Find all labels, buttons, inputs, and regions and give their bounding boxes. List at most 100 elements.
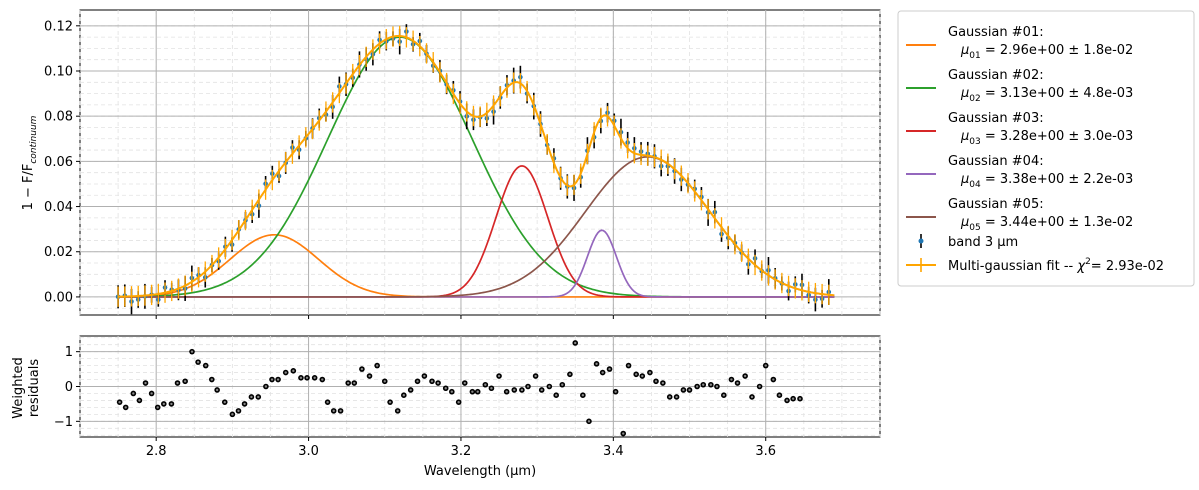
residual-point-center [484, 383, 487, 386]
residuals-plot: −1 0 1 2.8 3.0 3.2 3.4 3.6 Weighted residuals W… [11, 335, 881, 479]
residual-point-center [299, 376, 303, 379]
residual-point-center [292, 369, 295, 373]
y-tick-label: 0.12 [44, 19, 73, 34]
residual-point-center [561, 383, 564, 386]
legend-label-gaussian-05: Gaussian #05: [948, 197, 1044, 212]
residual-point-center [210, 378, 214, 381]
y-tick-label: 0.02 [44, 245, 73, 260]
legend-mu-index: 05 [969, 223, 980, 233]
residual-point-center [608, 367, 611, 371]
residual-point-center [176, 381, 179, 385]
residual-point-center [722, 394, 726, 397]
residual-point-center [444, 387, 447, 390]
residual-point-center [574, 341, 577, 345]
x-axis-label: Wavelength (μm) [424, 464, 536, 479]
residual-point-center [772, 378, 775, 381]
residual-point-center [305, 376, 309, 379]
legend-mu-gaussian-03: μ03 = 3.28e+00 ± 3.0e-03 [960, 129, 1133, 147]
residual-point-center [284, 371, 287, 374]
legend-fit-chi: χ [1076, 259, 1086, 274]
legend-mu-value: = 3.13e+00 ± 4.8e-03 [981, 86, 1134, 101]
residual-point-center [520, 388, 524, 392]
residual-point-center [634, 373, 638, 376]
y-tick-label: 0.04 [44, 200, 73, 215]
legend-mu-symbol: μ [960, 215, 969, 230]
residual-point-center [196, 360, 200, 364]
residual-point-center [490, 387, 493, 390]
x-tick-label: 3.4 [603, 444, 624, 459]
residual-point-center [668, 395, 671, 399]
residual-point-center [641, 374, 644, 378]
residual-point-center [675, 395, 678, 399]
residual-point-center [402, 394, 406, 397]
residual-point-center [505, 390, 508, 393]
legend-mu-symbol: μ [960, 43, 969, 58]
residual-point-center [436, 381, 440, 385]
residual-point-center [326, 400, 329, 404]
residual-point-center [383, 380, 386, 383]
residual-point-center [654, 380, 658, 383]
residual-point-center [457, 400, 460, 404]
residual-point-center [321, 378, 324, 381]
fit-line [118, 34, 835, 298]
residual-point-center [661, 381, 665, 385]
residual-point-center [450, 390, 454, 393]
residual-point-center [170, 402, 173, 406]
residual-point-center [463, 381, 466, 385]
legend-mu-gaussian-01: μ01 = 2.96e+00 ± 1.8e-02 [960, 43, 1133, 61]
residual-point-center [581, 394, 585, 397]
y-tick-label: 1 [65, 345, 73, 360]
residuals-plot-ticks: −1 0 1 2.8 3.0 3.2 3.4 3.6 [54, 345, 776, 459]
residual-point-center [540, 388, 543, 392]
residual-point-center [736, 381, 739, 385]
legend-mu-value: = 3.44e+00 ± 1.3e-02 [981, 215, 1134, 230]
residual-point-center [471, 390, 474, 393]
residual-point-center [778, 394, 781, 397]
x-tick-label: 3.0 [298, 444, 319, 459]
x-tick-label: 3.6 [755, 444, 776, 459]
residual-point-center [622, 432, 625, 435]
residual-point-center [627, 364, 630, 367]
residual-point-center [243, 402, 246, 406]
legend-fit-value: = 2.93e-02 [1091, 259, 1164, 274]
y-tick-label: −1 [54, 415, 73, 430]
y-tick-label: 0.00 [44, 290, 73, 305]
residual-point-center [534, 374, 537, 378]
residual-point-center [513, 388, 516, 392]
y-tick-label: 0.08 [44, 110, 73, 125]
residual-point-center [388, 400, 392, 404]
legend-mu-symbol: μ [960, 172, 969, 187]
residual-point-center [156, 406, 159, 409]
legend-mu-symbol: μ [960, 129, 969, 144]
residual-point-center [257, 395, 260, 399]
residual-point-center [150, 392, 153, 395]
residual-point-center [430, 380, 434, 383]
residual-point-center [396, 409, 399, 413]
fit-curve [117, 25, 835, 307]
x-tick-label: 2.8 [146, 444, 167, 459]
residual-point-center [423, 374, 426, 378]
legend: Gaussian #01:μ01 = 2.96e+00 ± 1.8e-02Gau… [897, 10, 1195, 287]
residual-point-center [339, 409, 342, 413]
residual-point-center [750, 395, 754, 399]
legend-mu-gaussian-04: μ04 = 3.38e+00 ± 2.2e-03 [960, 172, 1133, 190]
legend-label-gaussian-03: Gaussian #03: [948, 111, 1044, 126]
residual-point-center [709, 383, 713, 386]
residual-point-center [715, 385, 719, 388]
residual-point-center [162, 402, 166, 406]
residual-point-center [204, 364, 207, 367]
top-y-axis-label-prefix: 1 − F/F [21, 164, 36, 211]
x-tick-label: 3.2 [451, 444, 472, 459]
residual-point-center [601, 371, 604, 374]
residual-point-center [730, 378, 733, 381]
legend-mu-index: 03 [969, 137, 980, 147]
residual-point-center [614, 390, 617, 393]
legend-mu-symbol: μ [960, 86, 969, 101]
residual-point-center [250, 395, 253, 399]
residual-point-center [409, 388, 412, 392]
residuals-y-label-line2: residuals [27, 359, 42, 418]
residual-point-center [416, 380, 419, 383]
residual-point-center [785, 399, 789, 402]
residual-point-center [688, 388, 691, 392]
legend-mu-index: 01 [969, 51, 980, 61]
